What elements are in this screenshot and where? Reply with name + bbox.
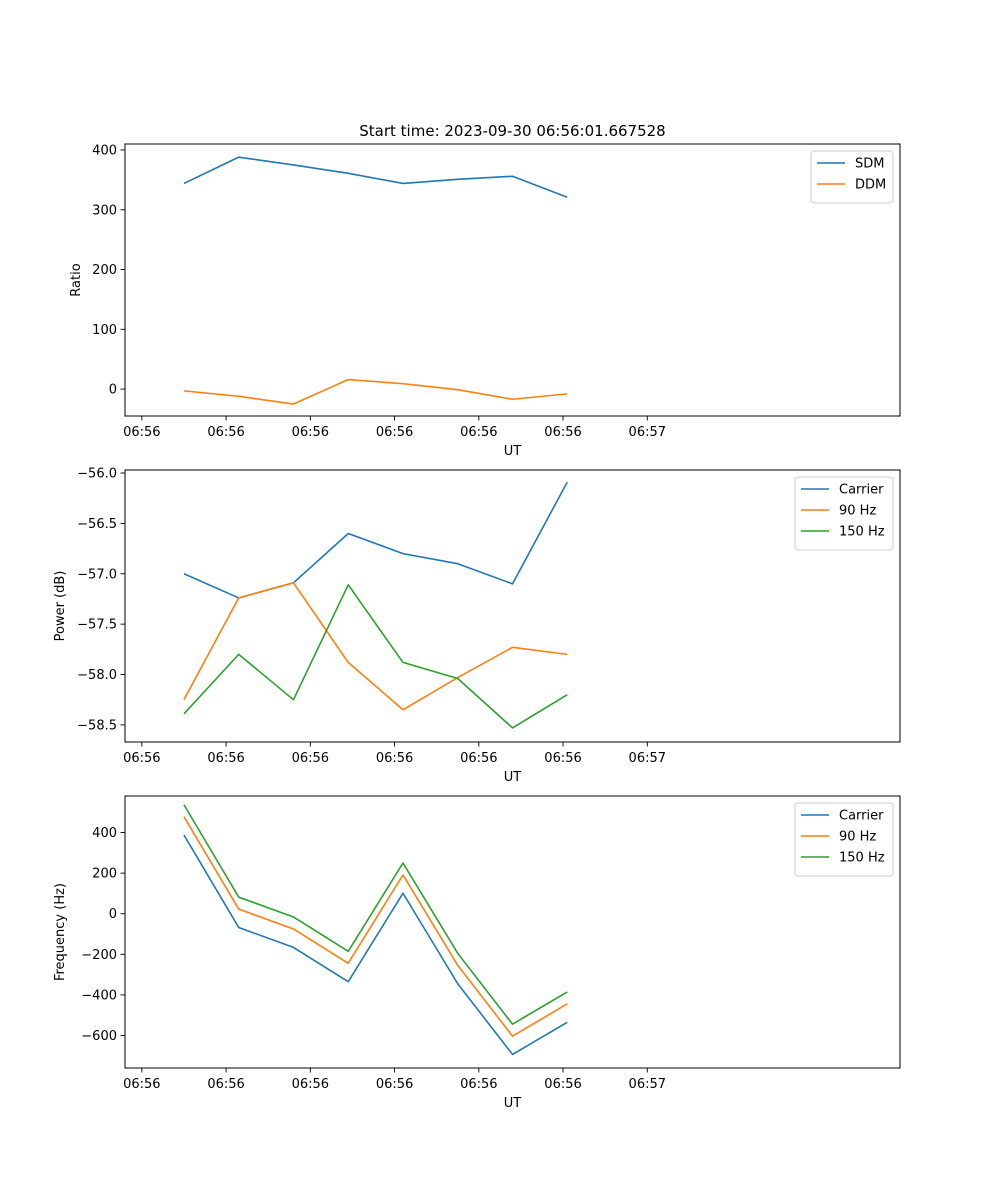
- ratio-x-tick-label: 06:57: [629, 425, 666, 440]
- ratio-legend: [810, 150, 894, 204]
- power-y-tick-label: −57.0: [77, 567, 117, 582]
- power-y-axis-label: Power (dB): [53, 571, 68, 642]
- power-x-tick-label: 06:56: [460, 751, 497, 766]
- frequency-x-tick-label: 06:57: [629, 1077, 666, 1092]
- chart-panels: 06:56 06:56 06:56 06:56 06:56 06:56 06:57 0 100 2…: [53, 143, 901, 1111]
- frequency-y-tick-label: −600: [81, 1029, 117, 1044]
- ratio-x-tick-label: 06:56: [292, 425, 329, 440]
- frequency-plot-frame: [124, 795, 901, 1069]
- frequency-x-tick-label: 06:56: [123, 1077, 160, 1092]
- power-legend-label-carrier: Carrier: [839, 483, 884, 498]
- power-x-tick-label: 06:57: [629, 751, 666, 766]
- chart-frequency: 06:56 06:56 06:56 06:56 06:56 06:56 06:57 −600 −…: [53, 795, 901, 1111]
- ratio-x-tick-label: 06:56: [123, 425, 160, 440]
- ratio-y-tick-label: 200: [92, 263, 117, 278]
- frequency-x-tick-label: 06:56: [292, 1077, 329, 1092]
- ratio-y-axis-label: Ratio: [69, 263, 84, 296]
- frequency-legend-label-carrier: Carrier: [839, 809, 884, 824]
- power-x-axis-label: UT: [504, 770, 522, 785]
- ratio-y-tick-label: 100: [92, 323, 117, 338]
- ratio-x-tick-label: 06:56: [460, 425, 497, 440]
- power-x-tick-label: 06:56: [544, 751, 581, 766]
- ratio-x-axis-label: UT: [504, 444, 522, 459]
- ratio-series-sdm: [183, 156, 568, 198]
- power-x-tick-label: 06:56: [207, 751, 244, 766]
- frequency-y-axis-label: Frequency (Hz): [53, 883, 68, 981]
- power-x-tick-label: 06:56: [292, 751, 329, 766]
- power-plot-frame: [124, 469, 901, 743]
- frequency-y-tick-label: 0: [109, 907, 117, 922]
- power-legend-label-90-hz: 90 Hz: [839, 504, 876, 519]
- frequency-legend-label-90-hz: 90 Hz: [839, 830, 876, 845]
- frequency-x-tick-label: 06:56: [544, 1077, 581, 1092]
- frequency-y-tick-label: 200: [92, 867, 117, 882]
- frequency-legend-label-150-hz: 150 Hz: [839, 851, 885, 866]
- frequency-x-tick-label: 06:56: [376, 1077, 413, 1092]
- power-y-tick-label: −56.0: [77, 467, 117, 482]
- ratio-series-ddm: [183, 378, 568, 405]
- frequency-series-90-hz: [183, 816, 568, 1037]
- power-legend-label-150-hz: 150 Hz: [839, 525, 885, 540]
- frequency-x-tick-label: 06:56: [207, 1077, 244, 1092]
- frequency-x-axis-label: UT: [504, 1096, 522, 1111]
- ratio-plot-frame: [124, 143, 901, 417]
- power-y-tick-label: −58.0: [77, 668, 117, 683]
- chart-ratio: 06:56 06:56 06:56 06:56 06:56 06:56 06:57 0 100 2…: [69, 143, 901, 459]
- frequency-y-tick-label: 400: [92, 826, 117, 841]
- power-x-tick-label: 06:56: [376, 751, 413, 766]
- ratio-x-tick-label: 06:56: [376, 425, 413, 440]
- ratio-legend-label-sdm: SDM: [855, 157, 884, 172]
- ratio-y-tick-label: 300: [92, 203, 117, 218]
- frequency-y-tick-label: −200: [81, 948, 117, 963]
- ratio-x-tick-label: 06:56: [207, 425, 244, 440]
- frequency-y-tick-label: −400: [81, 988, 117, 1003]
- power-series-90-hz: [183, 582, 568, 711]
- power-x-tick-label: 06:56: [123, 751, 160, 766]
- chart-power: 06:56 06:56 06:56 06:56 06:56 06:56 06:57 −58.5…: [53, 467, 901, 785]
- power-y-tick-label: −58.5: [77, 718, 117, 733]
- ratio-y-tick-label: 0: [109, 383, 117, 398]
- power-y-tick-label: −56.5: [77, 517, 117, 532]
- frequency-series-150-hz: [183, 804, 568, 1025]
- ratio-legend-label-ddm: DDM: [855, 178, 886, 193]
- power-series-150-hz: [183, 584, 568, 729]
- power-y-tick-label: −57.5: [77, 618, 117, 633]
- ratio-x-tick-label: 06:56: [544, 425, 581, 440]
- figure-title: Start time: 2023-09-30 06:56:01.667528: [359, 122, 665, 140]
- frequency-x-tick-label: 06:56: [460, 1077, 497, 1092]
- frequency-series-carrier: [183, 834, 568, 1056]
- ratio-y-tick-label: 400: [92, 143, 117, 158]
